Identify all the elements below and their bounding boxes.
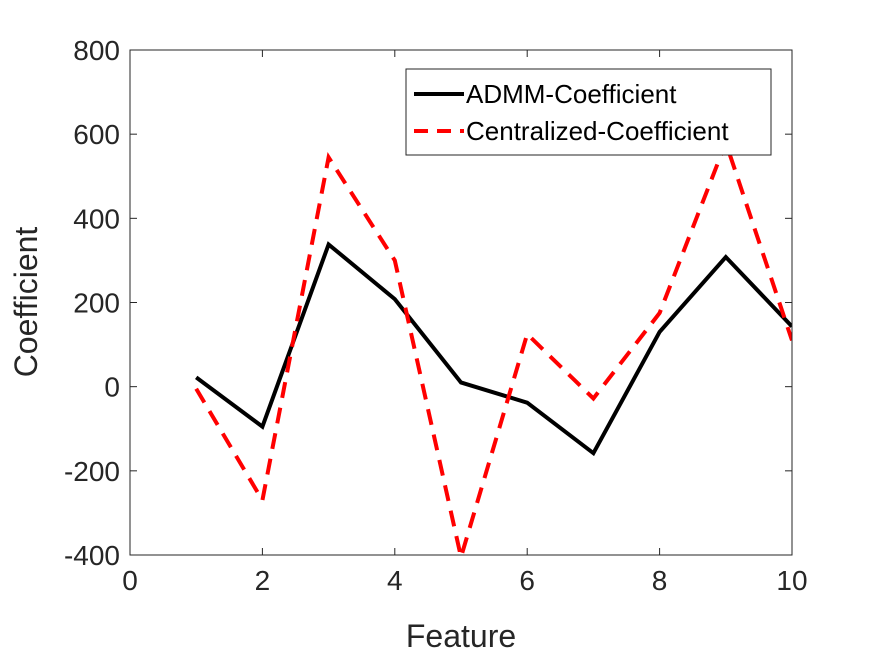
y-tick-label: 600 xyxy=(73,119,120,150)
y-tick-label: 200 xyxy=(73,288,120,319)
legend-box xyxy=(405,68,772,156)
series-line-centralized xyxy=(194,136,792,555)
legend: ADMM-Coefficient Centralized-Coefficient xyxy=(405,68,772,156)
x-axis-label: Feature xyxy=(406,618,516,654)
x-tick-label: 10 xyxy=(776,565,807,596)
y-axis-label: Coefficient xyxy=(8,227,44,378)
x-tick-label: 2 xyxy=(255,565,271,596)
series-layer xyxy=(194,136,792,555)
y-tick-label: -400 xyxy=(64,540,120,571)
legend-label: Centralized-Coefficient xyxy=(466,116,729,146)
y-tick-label: 800 xyxy=(73,35,120,66)
x-tick-label: 4 xyxy=(387,565,403,596)
y-tick-label: -200 xyxy=(64,456,120,487)
x-tick-label: 6 xyxy=(519,565,535,596)
y-tick-label: 0 xyxy=(104,372,120,403)
axis-layer: 0 2 4 6 8 10 -400 -200 0 200 400 600 800 xyxy=(64,35,808,596)
y-tick-label: 400 xyxy=(73,203,120,234)
x-tick-label: 0 xyxy=(122,565,138,596)
legend-label: ADMM-Coefficient xyxy=(466,79,677,109)
series-group xyxy=(194,136,792,555)
x-tick-label: 8 xyxy=(652,565,668,596)
